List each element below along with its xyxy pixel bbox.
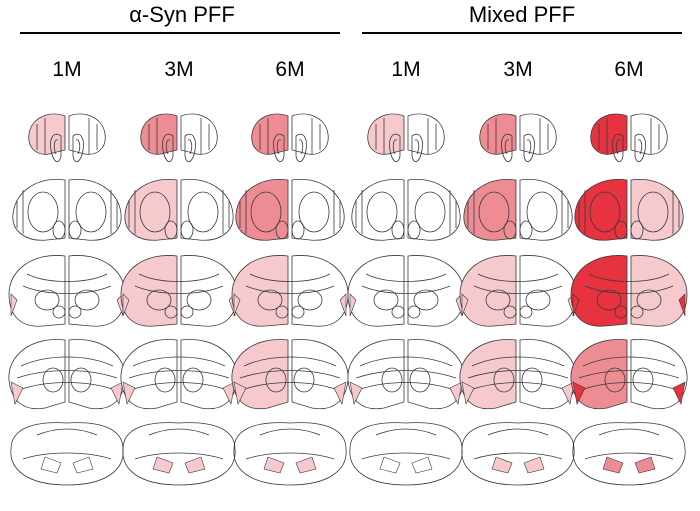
group-rule-mixed xyxy=(362,32,682,34)
brain-section-asyn-3m-row1 xyxy=(140,113,218,163)
brain-section-mixed-3m-row5 xyxy=(461,422,575,486)
group-rule-asyn xyxy=(20,32,340,34)
brain-section-asyn-6m-row5 xyxy=(233,422,347,486)
brain-section-asyn-6m-row2 xyxy=(235,178,345,241)
brain-section-mixed-6m-row3 xyxy=(570,255,688,327)
brain-section-asyn-1m-row5 xyxy=(10,422,124,486)
brain-section-mixed-6m-row1 xyxy=(590,113,668,163)
brain-section-asyn-3m-row4 xyxy=(120,339,238,410)
brain-section-asyn-3m-row2 xyxy=(124,178,234,241)
timepoint-label-mixed-6m: 6M xyxy=(614,58,644,81)
brain-section-mixed-3m-row3 xyxy=(459,255,577,327)
brain-section-asyn-3m-row3 xyxy=(120,255,238,327)
brain-section-asyn-3m-row5 xyxy=(122,422,236,486)
timepoint-label-mixed-3m: 3M xyxy=(503,58,533,81)
timepoint-label-mixed-1m: 1M xyxy=(391,58,421,81)
brain-section-mixed-1m-row2 xyxy=(351,178,461,241)
brain-section-mixed-1m-row5 xyxy=(349,422,463,486)
brain-section-asyn-6m-row4 xyxy=(231,339,349,410)
brain-section-asyn-6m-row1 xyxy=(251,113,329,163)
brain-section-mixed-6m-row2 xyxy=(574,178,684,241)
group-title-mixed: Mixed PFF xyxy=(468,2,576,27)
brain-section-mixed-3m-row4 xyxy=(459,339,577,410)
brain-section-mixed-1m-row4 xyxy=(347,339,465,410)
brain-section-asyn-1m-row3 xyxy=(8,255,126,327)
brain-section-asyn-1m-row2 xyxy=(12,178,122,241)
timepoint-label-asyn-1m: 1M xyxy=(52,58,82,81)
brain-section-mixed-6m-row5 xyxy=(572,422,686,486)
group-title-asyn: α-Syn PFF xyxy=(129,2,235,27)
brain-section-mixed-3m-row1 xyxy=(479,113,557,163)
brain-section-asyn-1m-row4 xyxy=(8,339,126,410)
brain-section-mixed-3m-row2 xyxy=(463,178,573,241)
brain-section-mixed-6m-row4 xyxy=(570,339,688,410)
timepoint-label-asyn-3m: 3M xyxy=(164,58,194,81)
brain-section-asyn-1m-row1 xyxy=(28,113,106,163)
brain-section-asyn-6m-row3 xyxy=(231,255,349,327)
timepoint-label-asyn-6m: 6M xyxy=(275,58,305,81)
brain-section-mixed-1m-row3 xyxy=(347,255,465,327)
brain-section-mixed-1m-row1 xyxy=(367,113,445,163)
